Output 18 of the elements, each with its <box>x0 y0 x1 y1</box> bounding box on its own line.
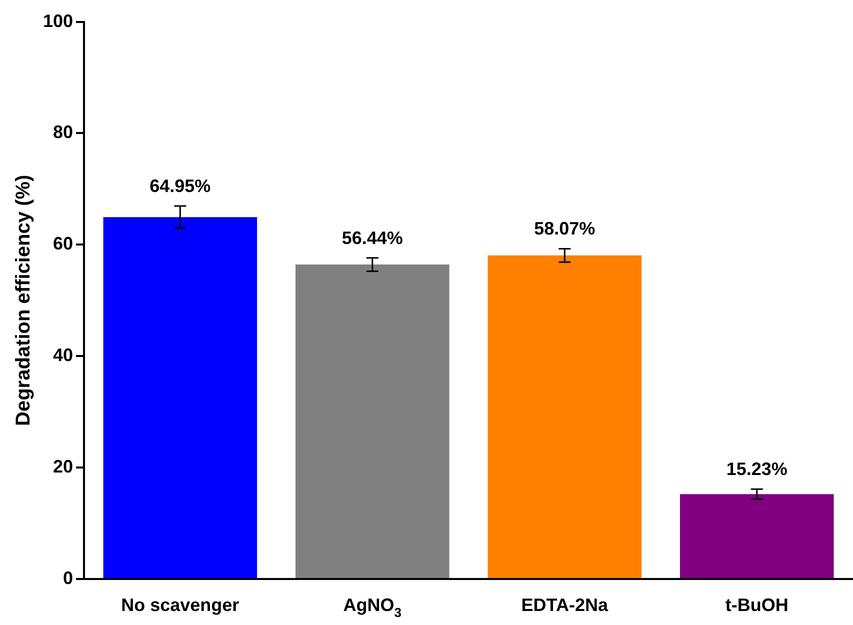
x-tick-label: EDTA-2Na <box>521 595 609 615</box>
y-axis-title: Degradation efficiency (%) <box>12 174 35 426</box>
x-tick-label: No scavenger <box>121 595 240 615</box>
bar <box>680 494 834 578</box>
data-label: 64.95% <box>150 176 211 196</box>
y-tick-label: 20 <box>53 456 74 477</box>
bar <box>103 217 258 578</box>
y-tick-label: 100 <box>42 10 74 31</box>
data-label: 56.44% <box>342 228 403 248</box>
bar <box>488 255 642 578</box>
y-tick-label: 40 <box>53 345 74 366</box>
y-tick-label: 60 <box>53 234 74 254</box>
y-tick-label: 0 <box>63 568 74 588</box>
x-tick-label: t-BuOH <box>725 595 788 615</box>
bar <box>296 264 450 578</box>
data-label: 15.23% <box>726 459 788 480</box>
y-tick-label: 80 <box>53 122 74 142</box>
data-label: 58.07% <box>534 218 596 239</box>
